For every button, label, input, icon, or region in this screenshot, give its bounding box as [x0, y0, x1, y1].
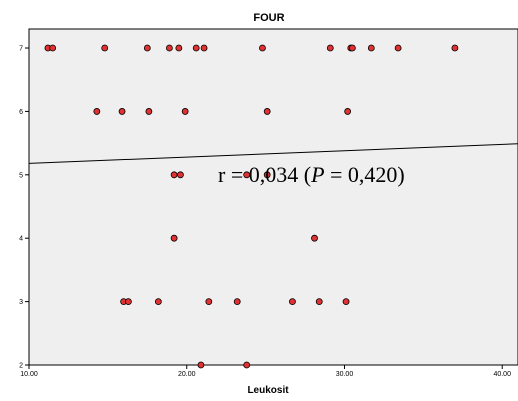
y-axis: 2 3 4 5 6 7 — [19, 46, 29, 370]
y-tick-label: 4 — [19, 236, 23, 243]
data-point — [316, 299, 322, 305]
data-point — [368, 45, 374, 51]
data-point — [264, 108, 270, 114]
x-axis: 10.00 20.00 30.00 40.00 — [20, 365, 511, 378]
data-point — [201, 45, 207, 51]
y-tick-label: 6 — [19, 109, 23, 116]
chart-title: FOUR — [253, 12, 284, 24]
data-point — [144, 45, 150, 51]
data-point — [343, 299, 349, 305]
data-point — [182, 108, 188, 114]
data-point — [94, 108, 100, 114]
data-point — [259, 45, 265, 51]
correlation-annotation: r = 0,034 (P = 0,420) — [218, 162, 405, 187]
plot-area — [29, 29, 518, 365]
data-point — [452, 45, 458, 51]
data-point — [244, 362, 250, 368]
data-point — [146, 108, 152, 114]
data-point — [125, 299, 131, 305]
data-point — [102, 45, 108, 51]
data-point — [289, 299, 295, 305]
data-point — [171, 172, 177, 178]
data-point — [349, 45, 355, 51]
y-tick-label: 2 — [19, 363, 23, 370]
data-point — [171, 235, 177, 241]
x-tick-label: 30.00 — [336, 371, 354, 378]
data-point — [119, 108, 125, 114]
data-point — [234, 299, 240, 305]
data-point — [166, 45, 172, 51]
data-point — [198, 362, 204, 368]
data-point — [50, 45, 56, 51]
data-point — [155, 299, 161, 305]
y-tick-label: 5 — [19, 172, 23, 179]
y-tick-label: 7 — [19, 46, 23, 53]
data-point — [312, 235, 318, 241]
x-axis-title: Leukosit — [247, 385, 289, 396]
data-point — [206, 299, 212, 305]
y-tick-label: 3 — [19, 299, 23, 306]
x-tick-label: 20.00 — [178, 371, 196, 378]
data-point — [177, 172, 183, 178]
x-tick-label: 10.00 — [20, 371, 38, 378]
data-point — [345, 108, 351, 114]
x-tick-label: 40.00 — [493, 371, 511, 378]
data-point — [327, 45, 333, 51]
data-point — [176, 45, 182, 51]
data-point — [193, 45, 199, 51]
data-point — [395, 45, 401, 51]
